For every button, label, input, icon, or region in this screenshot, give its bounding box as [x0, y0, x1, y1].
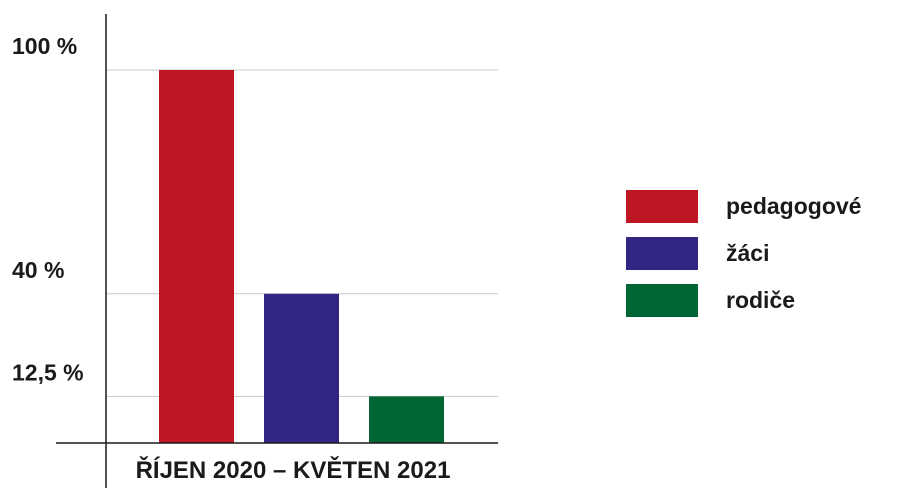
legend-label-pedagogove: pedagogové — [726, 193, 862, 219]
y-tick-label: 12,5 % — [12, 359, 84, 385]
legend: pedagogové žáci rodiče — [626, 190, 861, 331]
x-category-label: ŘÍJEN 2020 – KVĚTEN 2021 — [136, 456, 451, 484]
bar-zaci — [264, 293, 339, 443]
legend-swatch-rodice — [626, 284, 698, 317]
legend-swatch-pedagogove — [626, 190, 698, 223]
bar-pedagogove — [159, 70, 234, 443]
legend-label-rodice: rodiče — [726, 287, 796, 313]
y-tick-label: 100 % — [12, 33, 77, 59]
legend-item-pedagogove: pedagogové — [626, 190, 861, 223]
legend-item-zaci: žáci — [626, 237, 861, 270]
bar-rodice — [369, 396, 444, 443]
bars — [159, 70, 444, 443]
y-tick-labels: 100 % 40 % 12,5 % — [12, 33, 84, 385]
legend-label-zaci: žáci — [726, 240, 770, 266]
y-tick-label: 40 % — [12, 257, 64, 283]
legend-item-rodice: rodiče — [626, 284, 861, 317]
legend-swatch-zaci — [626, 237, 698, 270]
